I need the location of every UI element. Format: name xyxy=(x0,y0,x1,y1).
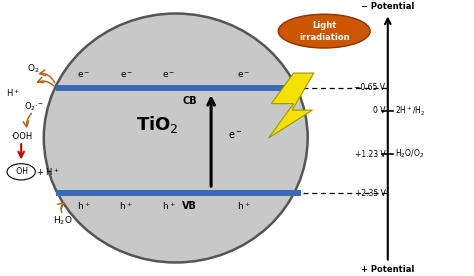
Text: + H$^+$: + H$^+$ xyxy=(36,166,59,178)
Text: O$_2$: O$_2$ xyxy=(27,63,40,75)
Text: irradiation: irradiation xyxy=(299,33,349,42)
Text: e$^-$: e$^-$ xyxy=(228,130,242,141)
Text: ·OOH: ·OOH xyxy=(10,132,32,141)
Ellipse shape xyxy=(278,14,370,48)
Polygon shape xyxy=(269,73,314,138)
Text: TiO$_2$: TiO$_2$ xyxy=(136,114,178,135)
Text: 0 V: 0 V xyxy=(373,107,385,115)
Text: h$^+$: h$^+$ xyxy=(77,201,91,212)
Text: +1.23 V: +1.23 V xyxy=(355,150,385,159)
Text: H$_2$O/O$_2$: H$_2$O/O$_2$ xyxy=(395,148,424,160)
Text: e$^-$: e$^-$ xyxy=(77,70,91,80)
Text: H$^+$: H$^+$ xyxy=(6,87,20,99)
Text: Light: Light xyxy=(312,21,337,30)
Text: e$^-$: e$^-$ xyxy=(119,70,133,80)
Text: + Potential: + Potential xyxy=(361,265,414,274)
Text: VB: VB xyxy=(182,201,197,211)
Text: CB: CB xyxy=(182,96,197,106)
Text: O$_2$·$^{-}$: O$_2$·$^{-}$ xyxy=(24,101,43,113)
FancyBboxPatch shape xyxy=(55,85,301,91)
Text: e$^-$: e$^-$ xyxy=(237,70,251,80)
Text: H$_2$O: H$_2$O xyxy=(53,214,73,227)
Text: 2H$^+$/H$_2$: 2H$^+$/H$_2$ xyxy=(395,104,426,118)
Text: − Potential: − Potential xyxy=(361,2,414,11)
Text: +2.35 V: +2.35 V xyxy=(355,189,385,198)
Circle shape xyxy=(7,164,36,180)
Text: ·OH: ·OH xyxy=(14,167,28,176)
Text: h$^+$: h$^+$ xyxy=(162,201,175,212)
Text: −0.65 V: −0.65 V xyxy=(355,83,385,92)
FancyBboxPatch shape xyxy=(55,190,301,197)
Text: h$^+$: h$^+$ xyxy=(119,201,133,212)
Ellipse shape xyxy=(44,14,308,262)
Text: h$^+$: h$^+$ xyxy=(237,201,251,212)
Text: e$^-$: e$^-$ xyxy=(162,70,175,80)
